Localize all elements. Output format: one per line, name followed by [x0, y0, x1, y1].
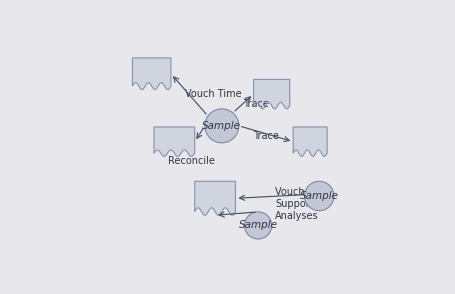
- Text: Vouch Time: Vouch Time: [185, 89, 241, 99]
- FancyBboxPatch shape: [154, 127, 195, 150]
- FancyBboxPatch shape: [293, 127, 327, 150]
- Text: Reconcile: Reconcile: [168, 156, 215, 166]
- Text: Trace: Trace: [253, 131, 279, 141]
- Polygon shape: [132, 83, 171, 90]
- Polygon shape: [154, 150, 195, 156]
- FancyBboxPatch shape: [253, 79, 290, 102]
- FancyBboxPatch shape: [195, 181, 235, 208]
- Polygon shape: [253, 102, 290, 109]
- Text: Sample: Sample: [202, 121, 241, 131]
- Circle shape: [244, 212, 272, 239]
- Polygon shape: [293, 150, 327, 156]
- Text: Sample: Sample: [300, 191, 339, 201]
- Circle shape: [304, 181, 334, 211]
- Text: Vouch to
Supporting
Analyses: Vouch to Supporting Analyses: [275, 187, 329, 220]
- Polygon shape: [195, 208, 235, 215]
- Circle shape: [205, 109, 239, 143]
- Text: Trace: Trace: [243, 99, 269, 109]
- FancyBboxPatch shape: [132, 58, 171, 83]
- Text: Sample: Sample: [238, 220, 278, 230]
